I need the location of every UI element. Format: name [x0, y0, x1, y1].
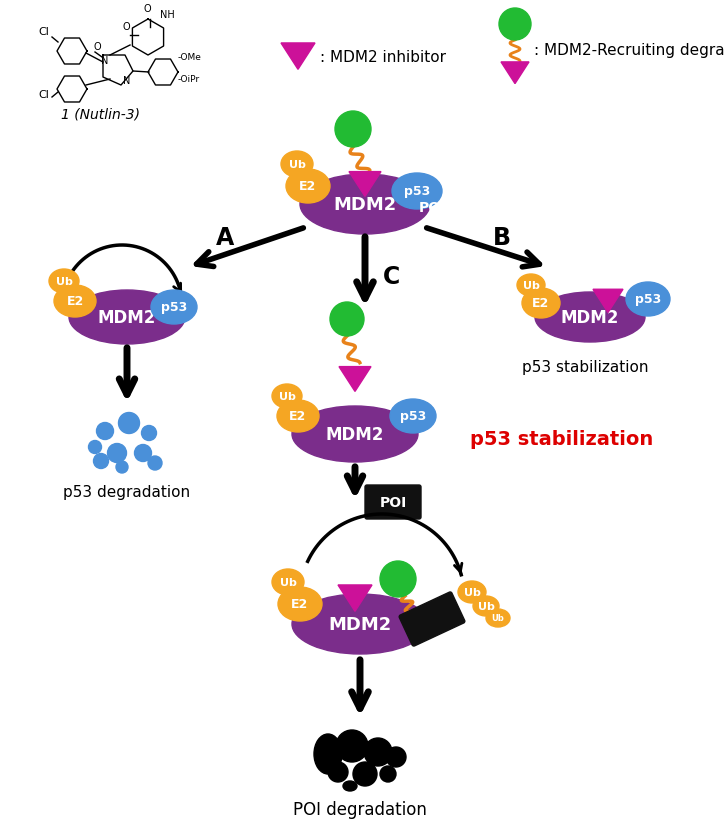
Text: E2: E2	[289, 410, 307, 423]
Polygon shape	[339, 367, 371, 392]
Ellipse shape	[286, 170, 330, 203]
Ellipse shape	[390, 399, 436, 433]
Circle shape	[96, 423, 114, 440]
Ellipse shape	[626, 283, 670, 317]
Ellipse shape	[300, 174, 430, 235]
Ellipse shape	[535, 293, 645, 342]
Text: Ub: Ub	[56, 277, 72, 287]
Text: C: C	[383, 265, 400, 289]
Text: MDM2: MDM2	[328, 615, 392, 633]
Circle shape	[94, 454, 109, 469]
Circle shape	[118, 413, 139, 434]
Text: MDM2: MDM2	[98, 308, 156, 327]
Ellipse shape	[277, 400, 319, 433]
Text: POI: POI	[379, 495, 407, 509]
Polygon shape	[281, 44, 315, 70]
Text: O: O	[122, 22, 130, 32]
Ellipse shape	[49, 270, 79, 294]
Text: -OMe: -OMe	[178, 53, 202, 62]
Text: B: B	[493, 226, 511, 250]
Ellipse shape	[328, 762, 348, 782]
Ellipse shape	[292, 595, 428, 654]
Ellipse shape	[272, 569, 304, 595]
Ellipse shape	[69, 290, 185, 345]
Polygon shape	[338, 586, 372, 611]
Text: : MDM2 inhibitor: : MDM2 inhibitor	[320, 50, 446, 65]
Text: Ub: Ub	[523, 280, 539, 290]
Text: N: N	[101, 56, 108, 66]
Text: MDM2: MDM2	[561, 308, 619, 327]
Ellipse shape	[380, 766, 396, 782]
Text: Ub: Ub	[289, 160, 305, 170]
Text: N: N	[123, 76, 130, 86]
Text: Ub: Ub	[492, 614, 505, 623]
FancyBboxPatch shape	[399, 592, 465, 647]
Circle shape	[330, 303, 364, 337]
Text: POI degradation: POI degradation	[293, 800, 427, 818]
Text: POI: POI	[418, 201, 446, 215]
Circle shape	[107, 444, 126, 463]
Text: O: O	[143, 4, 151, 14]
Text: p53: p53	[161, 301, 187, 314]
Text: O: O	[93, 42, 101, 52]
Text: -OiPr: -OiPr	[178, 75, 200, 84]
Circle shape	[499, 9, 531, 41]
Text: E2: E2	[291, 598, 309, 611]
Text: p53: p53	[404, 185, 430, 198]
Circle shape	[380, 562, 416, 597]
Ellipse shape	[151, 290, 197, 325]
Polygon shape	[349, 172, 381, 197]
Text: p53: p53	[400, 410, 426, 423]
FancyBboxPatch shape	[365, 485, 421, 519]
Ellipse shape	[392, 174, 442, 210]
Text: : MDM2-Recruiting degrader: : MDM2-Recruiting degrader	[534, 42, 725, 57]
Text: E2: E2	[67, 295, 83, 308]
Text: MDM2: MDM2	[334, 196, 397, 213]
Text: 1 (Nutlin-3): 1 (Nutlin-3)	[60, 108, 139, 122]
Circle shape	[148, 457, 162, 471]
Text: Ub: Ub	[463, 587, 481, 597]
Ellipse shape	[517, 275, 545, 297]
Ellipse shape	[314, 734, 342, 774]
Text: p53 degradation: p53 degradation	[64, 485, 191, 500]
Ellipse shape	[278, 587, 322, 621]
Text: Ub: Ub	[278, 391, 295, 402]
Text: NH: NH	[160, 10, 175, 20]
Text: p53 stabilization: p53 stabilization	[522, 360, 648, 375]
Ellipse shape	[386, 747, 406, 767]
Text: MDM2: MDM2	[326, 425, 384, 443]
Text: A: A	[216, 226, 234, 250]
Ellipse shape	[522, 289, 560, 318]
Ellipse shape	[54, 285, 96, 318]
Polygon shape	[501, 63, 529, 84]
Circle shape	[116, 461, 128, 473]
Ellipse shape	[458, 581, 486, 603]
Text: E2: E2	[532, 297, 550, 310]
Ellipse shape	[486, 609, 510, 627]
Ellipse shape	[353, 762, 377, 786]
Text: Cl: Cl	[38, 90, 49, 100]
Circle shape	[88, 441, 102, 454]
Circle shape	[141, 426, 157, 441]
Text: Ub: Ub	[478, 601, 494, 611]
Ellipse shape	[281, 152, 313, 178]
Text: Cl: Cl	[38, 27, 49, 37]
Text: Ub: Ub	[280, 577, 297, 587]
Text: p53: p53	[635, 293, 661, 306]
Ellipse shape	[343, 781, 357, 791]
Ellipse shape	[473, 596, 499, 616]
Text: p53 stabilization: p53 stabilization	[470, 430, 653, 449]
Polygon shape	[593, 290, 623, 313]
Ellipse shape	[336, 730, 368, 762]
Circle shape	[135, 445, 152, 462]
Ellipse shape	[364, 739, 392, 766]
Text: E2: E2	[299, 180, 317, 194]
Circle shape	[335, 112, 371, 148]
Ellipse shape	[292, 407, 418, 462]
Ellipse shape	[272, 385, 302, 409]
